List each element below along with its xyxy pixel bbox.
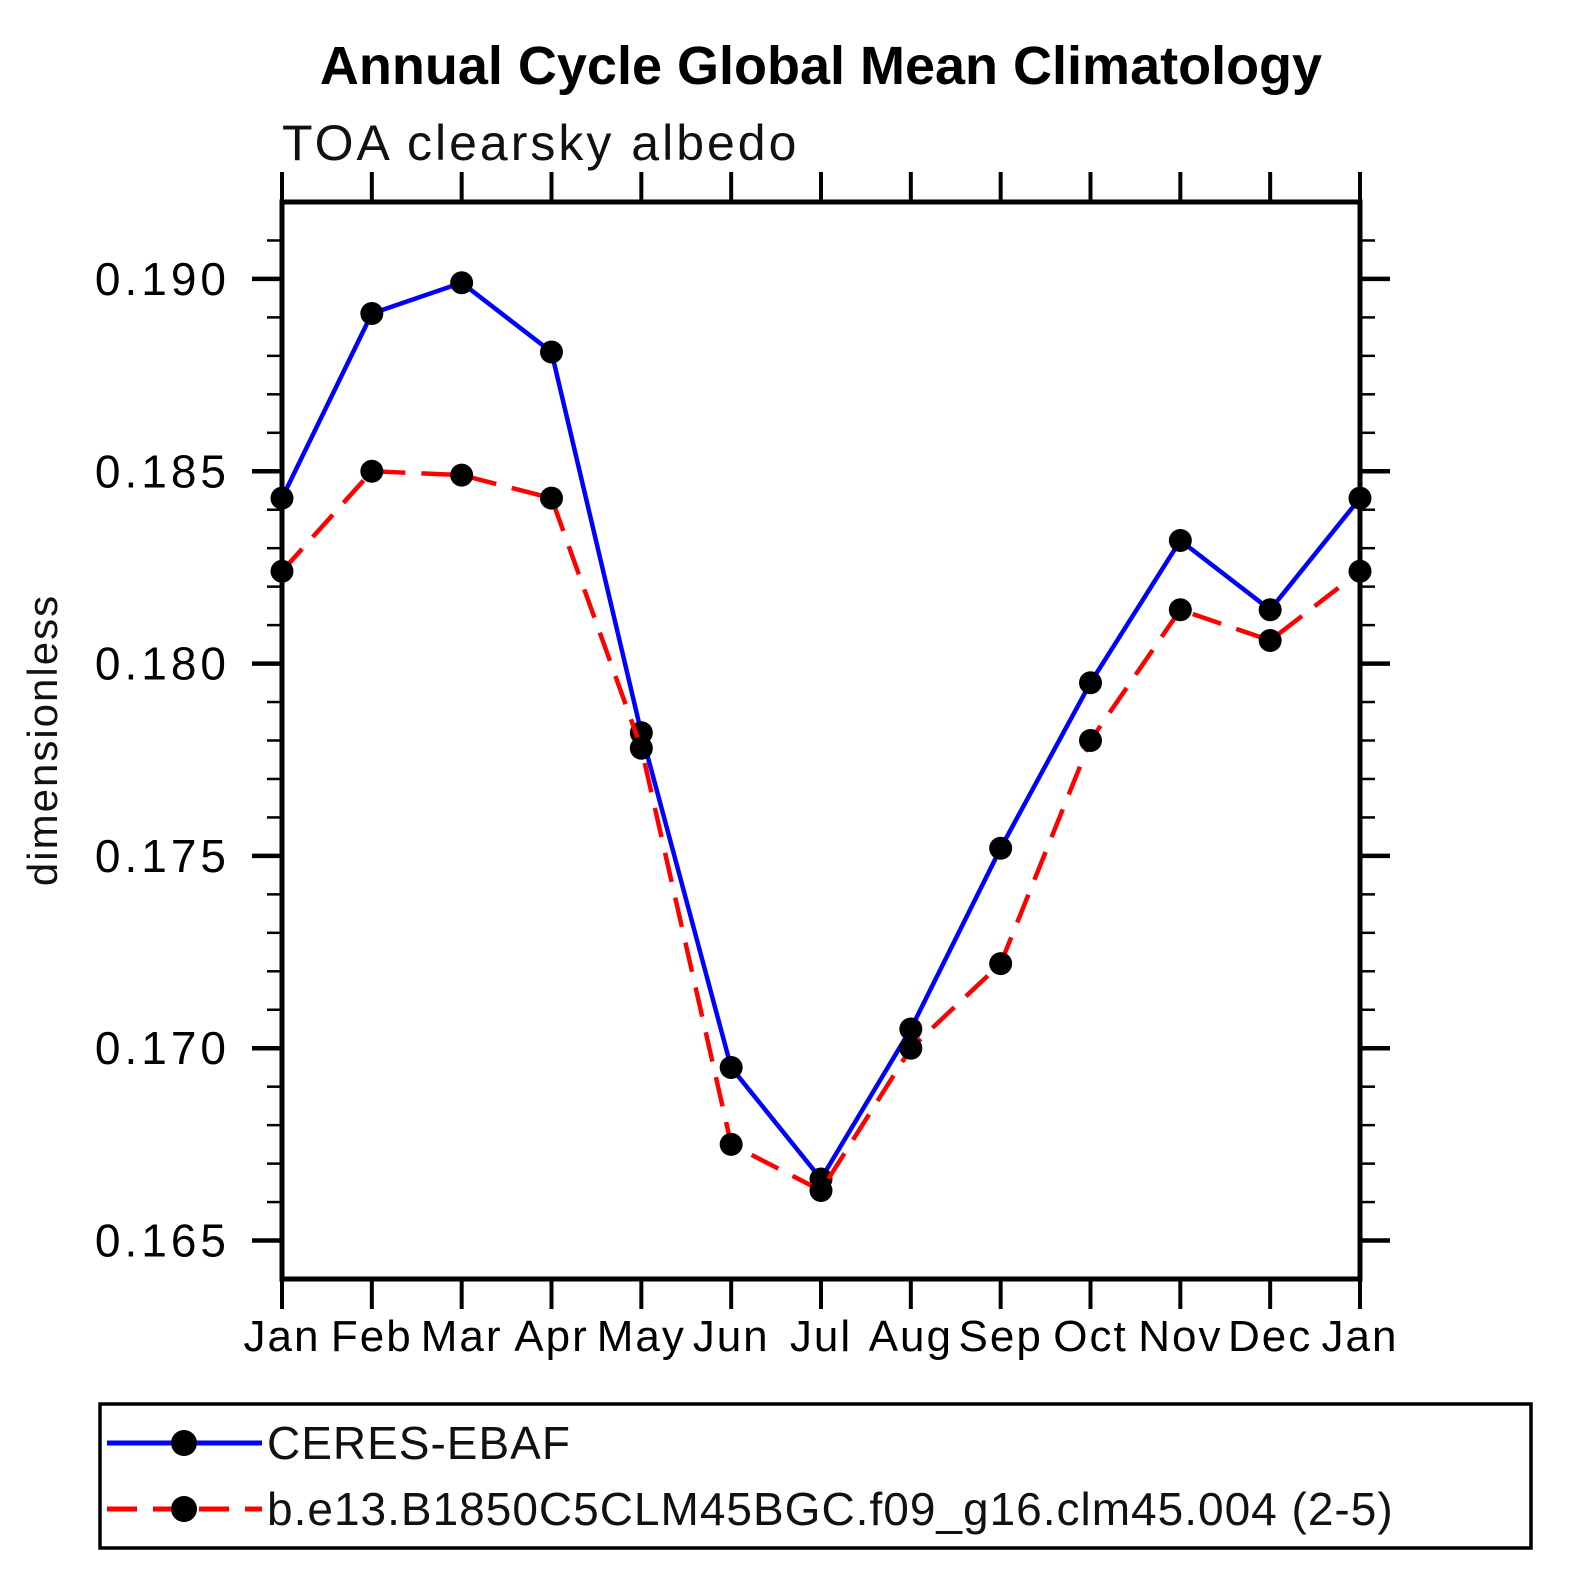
- legend-label-1: b.e13.B1850C5CLM45BGC.f09_g16.clm45.004 …: [267, 1483, 1394, 1535]
- x-tick-label: Apr: [514, 1312, 588, 1361]
- data-point-marker-0: [899, 1017, 923, 1041]
- x-tick-label: Jun: [693, 1312, 770, 1361]
- data-point-marker-0: [540, 340, 563, 364]
- data-point-marker-0: [1168, 528, 1192, 552]
- legend-marker-0: [171, 1430, 197, 1456]
- data-point-marker-1: [629, 736, 653, 760]
- y-tick-label: 0.175: [95, 830, 230, 882]
- chart-subtitle: TOA clearsky albedo: [282, 115, 799, 171]
- data-point-marker-1: [540, 486, 563, 510]
- x-tick-label: Mar: [421, 1312, 503, 1361]
- legend-box: CERES-EBAF b.e13.B1850C5CLM45BGC.f09_g16…: [98, 1402, 1533, 1550]
- legend-label-0: CERES-EBAF: [267, 1417, 571, 1469]
- x-tick-label: Aug: [869, 1312, 953, 1361]
- data-point-marker-0: [360, 302, 384, 326]
- data-point-marker-0: [270, 486, 294, 510]
- data-point-marker-1: [1258, 628, 1282, 652]
- data-point-marker-1: [989, 952, 1013, 976]
- data-point-marker-1: [809, 1179, 833, 1203]
- y-tick-label: 0.180: [95, 638, 230, 690]
- y-tick-label: 0.170: [95, 1022, 230, 1074]
- chart-title: Annual Cycle Global Mean Climatology: [320, 36, 1322, 96]
- data-point-marker-1: [450, 463, 474, 487]
- data-point-marker-0: [450, 271, 474, 295]
- x-tick-label: Nov: [1138, 1312, 1222, 1361]
- data-point-marker-0: [1348, 486, 1372, 510]
- data-point-marker-1: [1348, 559, 1372, 583]
- series-line-1: [280, 468, 1362, 1194]
- x-tick-label: Jan: [1322, 1312, 1399, 1361]
- x-tick-label: Jul: [790, 1312, 852, 1361]
- data-point-marker-0: [1258, 598, 1282, 622]
- x-tick-label: Sep: [959, 1312, 1043, 1361]
- data-point-marker-0: [719, 1055, 743, 1079]
- y-axis-label: dimensionless: [19, 594, 66, 886]
- x-tick-label: Jan: [244, 1312, 321, 1361]
- x-tick-label: Feb: [331, 1312, 413, 1361]
- y-tick-label: 0.165: [95, 1215, 230, 1267]
- data-point-marker-0: [1079, 671, 1102, 695]
- data-point-marker-1: [1079, 729, 1102, 752]
- plot-frame-border: [279, 199, 1363, 1282]
- data-point-marker-1: [270, 559, 294, 583]
- x-tick-label: May: [597, 1312, 686, 1361]
- y-tick-label: 0.190: [95, 253, 230, 305]
- x-tick-label: Oct: [1053, 1312, 1127, 1361]
- data-point-marker-1: [899, 1036, 923, 1060]
- data-point-marker-0: [989, 836, 1013, 860]
- y-tick-label: 0.185: [95, 445, 230, 497]
- data-point-marker-1: [360, 459, 384, 483]
- legend-frame: [98, 1402, 1533, 1550]
- x-tick-label: Dec: [1228, 1312, 1312, 1361]
- series-line-0: [279, 280, 1362, 1183]
- data-point-marker-1: [719, 1132, 743, 1156]
- data-point-marker-1: [1168, 598, 1192, 622]
- legend-marker-1: [171, 1496, 197, 1522]
